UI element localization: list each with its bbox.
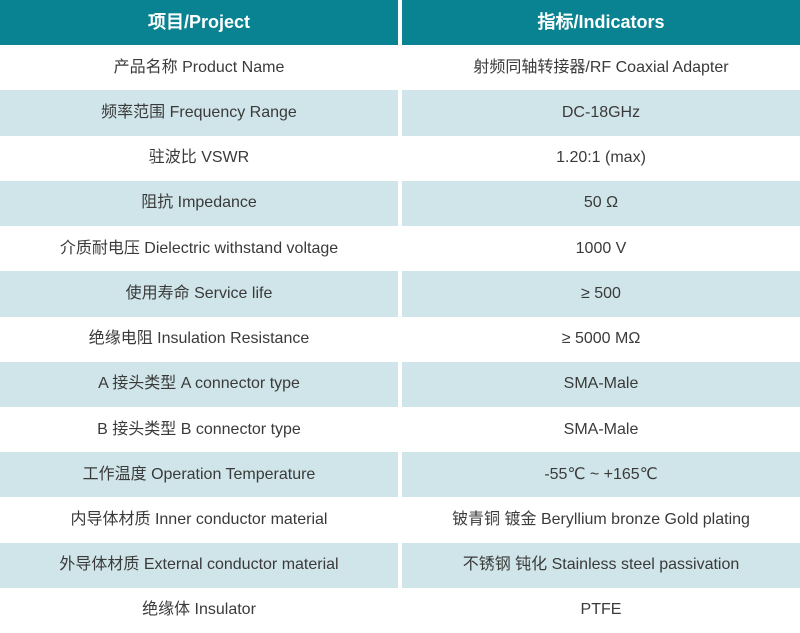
project-cell: 介质耐电压 Dielectric withstand voltage bbox=[0, 226, 398, 272]
project-cell: 使用寿命 Service life bbox=[0, 271, 398, 317]
table-row: A 接头类型 A connector type SMA-Male bbox=[0, 361, 800, 407]
project-cell: 内导体材质 Inner conductor material bbox=[0, 497, 398, 543]
project-cell: 驻波比 VSWR bbox=[0, 135, 398, 181]
project-cell: 阻抗 Impedance bbox=[0, 180, 398, 227]
header-cell-project: 项目/Project bbox=[0, 0, 398, 46]
indicator-cell: -55℃ ~ +165℃ bbox=[402, 452, 800, 498]
indicator-cell: 1000 V bbox=[402, 226, 800, 272]
table-row: 产品名称 Product Name 射频同轴转接器/RF Coaxial Ada… bbox=[0, 45, 800, 91]
table-row: 绝缘电阻 Insulation Resistance ≥ 5000 MΩ bbox=[0, 316, 800, 362]
indicator-cell: 铍青铜 镀金 Beryllium bronze Gold plating bbox=[402, 497, 800, 543]
indicator-cell: SMA-Male bbox=[402, 361, 800, 407]
table-row: 绝缘体 Insulator PTFE bbox=[0, 587, 800, 633]
table-row: B 接头类型 B connector type SMA-Male bbox=[0, 406, 800, 453]
table-row: 阻抗 Impedance 50 Ω bbox=[0, 180, 800, 227]
table-row: 频率范围 Frequency Range DC-18GHz bbox=[0, 90, 800, 136]
indicator-cell: DC-18GHz bbox=[402, 90, 800, 136]
project-cell: A 接头类型 A connector type bbox=[0, 361, 398, 407]
table-row: 使用寿命 Service life ≥ 500 bbox=[0, 271, 800, 317]
indicator-cell: SMA-Male bbox=[402, 406, 800, 453]
project-cell: B 接头类型 B connector type bbox=[0, 406, 398, 453]
header-cell-indicators: 指标/Indicators bbox=[402, 0, 800, 46]
project-cell: 产品名称 Product Name bbox=[0, 45, 398, 91]
indicator-cell: PTFE bbox=[402, 587, 800, 633]
indicator-cell: 射频同轴转接器/RF Coaxial Adapter bbox=[402, 45, 800, 91]
indicator-cell: 50 Ω bbox=[402, 180, 800, 227]
table-row: 外导体材质 External conductor material 不锈钢 钝化… bbox=[0, 542, 800, 588]
table-row: 内导体材质 Inner conductor material 铍青铜 镀金 Be… bbox=[0, 497, 800, 543]
table-header-row: 项目/Project 指标/Indicators bbox=[0, 0, 800, 46]
project-cell: 频率范围 Frequency Range bbox=[0, 90, 398, 136]
table-row: 介质耐电压 Dielectric withstand voltage 1000 … bbox=[0, 226, 800, 272]
project-cell: 绝缘体 Insulator bbox=[0, 587, 398, 633]
project-cell: 外导体材质 External conductor material bbox=[0, 542, 398, 588]
project-cell: 工作温度 Operation Temperature bbox=[0, 452, 398, 498]
project-cell: 绝缘电阻 Insulation Resistance bbox=[0, 316, 398, 362]
indicator-cell: 不锈钢 钝化 Stainless steel passivation bbox=[402, 542, 800, 588]
table-row: 工作温度 Operation Temperature -55℃ ~ +165℃ bbox=[0, 452, 800, 498]
indicator-cell: ≥ 5000 MΩ bbox=[402, 316, 800, 362]
indicator-cell: ≥ 500 bbox=[402, 271, 800, 317]
indicator-cell: 1.20:1 (max) bbox=[402, 135, 800, 181]
table-row: 驻波比 VSWR 1.20:1 (max) bbox=[0, 135, 800, 181]
